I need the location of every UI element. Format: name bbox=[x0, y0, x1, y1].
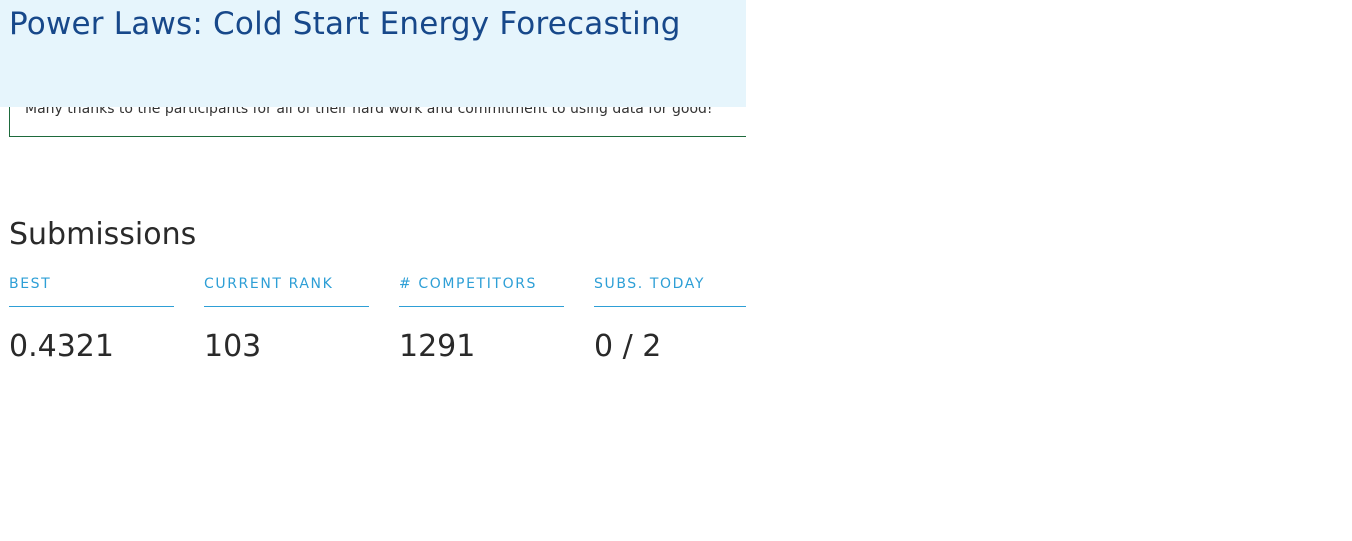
stat-competitors-value: 1291 bbox=[399, 329, 476, 364]
stat-best: BEST 0.4321 bbox=[9, 274, 174, 367]
stat-subs-today: SUBS. TODAY 0 / 2 bbox=[594, 274, 746, 367]
page-title: Power Laws: Cold Start Energy Forecastin… bbox=[9, 6, 681, 42]
stat-current-rank: CURRENT RANK 103 bbox=[204, 274, 369, 367]
stat-best-label: BEST bbox=[9, 274, 174, 307]
stat-current-rank-value: 103 bbox=[204, 329, 262, 364]
submissions-heading: Submissions bbox=[9, 217, 197, 252]
stat-current-rank-label: CURRENT RANK bbox=[204, 274, 369, 307]
stat-subs-today-value: 0 / 2 bbox=[594, 329, 662, 364]
sticky-header: Power Laws: Cold Start Energy Forecastin… bbox=[0, 0, 746, 107]
competition-panel: Many thanks to the participants for all … bbox=[0, 0, 746, 367]
stat-competitors-label: # COMPETITORS bbox=[399, 274, 564, 307]
stat-best-value: 0.4321 bbox=[9, 329, 114, 364]
stat-competitors: # COMPETITORS 1291 bbox=[399, 274, 564, 367]
stat-subs-today-label: SUBS. TODAY bbox=[594, 274, 746, 307]
